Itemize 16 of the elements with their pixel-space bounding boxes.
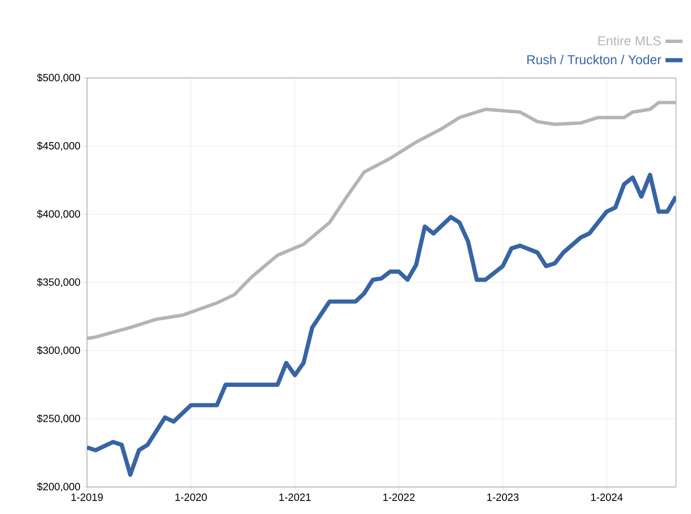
y-tick-label: $350,000 xyxy=(36,278,80,288)
legend-label: Rush / Truckton / Yoder xyxy=(527,54,662,64)
legend-label: Entire MLS xyxy=(598,36,661,46)
y-tick-label: $500,000 xyxy=(36,73,80,83)
x-tick-label: 1-2024 xyxy=(591,494,623,501)
y-tick-label: $450,000 xyxy=(36,142,80,151)
y-tick-label: $300,000 xyxy=(36,346,80,356)
x-tick-label: 1-2023 xyxy=(487,494,519,501)
y-tick-label: $200,000 xyxy=(36,482,80,492)
y-tick-label: $400,000 xyxy=(36,210,80,219)
x-tick-label: 1-2021 xyxy=(279,494,311,501)
x-tick-label: 1-2022 xyxy=(383,494,415,501)
line-series xyxy=(87,100,676,340)
x-tick-label: 1-2020 xyxy=(175,494,207,501)
x-tick-label: 1-2019 xyxy=(72,494,103,501)
y-tick-label: $250,000 xyxy=(36,414,80,424)
